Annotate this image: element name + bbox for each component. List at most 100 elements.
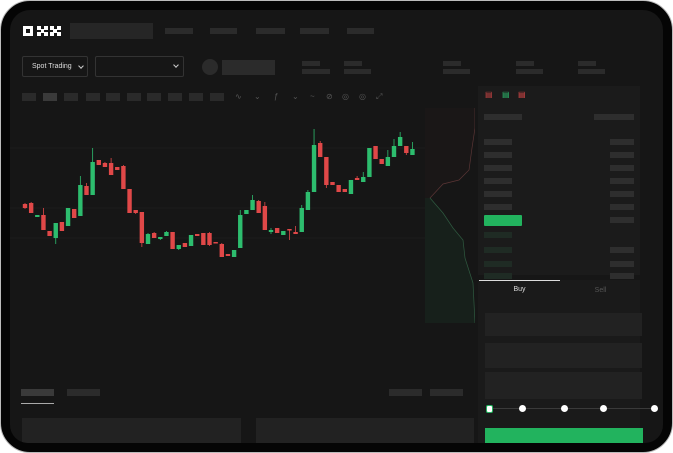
chart-type-icon[interactable]: ⌄	[254, 92, 261, 101]
nav-item[interactable]	[300, 28, 329, 34]
interval-button[interactable]	[127, 93, 141, 101]
candle	[299, 208, 304, 232]
filter-button[interactable]	[389, 389, 422, 396]
interval-button[interactable]	[43, 93, 57, 101]
interval-button[interactable]	[86, 93, 100, 101]
nav-item[interactable]	[165, 28, 193, 34]
interval-button[interactable]	[147, 93, 161, 101]
interval-button[interactable]	[168, 93, 182, 101]
slider-step[interactable]	[651, 405, 658, 412]
bid-row[interactable]	[484, 261, 512, 267]
stat-value	[578, 69, 605, 74]
bid-row-amount	[610, 261, 634, 267]
fx-icon[interactable]: ƒ	[274, 92, 279, 101]
candle	[176, 245, 181, 249]
pair-dropdown[interactable]	[95, 56, 184, 77]
ask-row[interactable]	[484, 204, 512, 210]
candle	[311, 145, 317, 192]
bid-row[interactable]	[484, 232, 512, 238]
candle	[188, 235, 194, 246]
candle	[379, 159, 384, 164]
last-price-highlight	[484, 215, 522, 226]
candle	[158, 237, 163, 239]
market-type-label: Spot Trading	[32, 63, 72, 70]
candle	[22, 204, 28, 208]
indicator-icon[interactable]: ∿	[235, 92, 242, 101]
orderbook-asks-icon[interactable]: ▤	[518, 90, 526, 99]
leverage-slider[interactable]	[489, 408, 655, 409]
candle	[59, 222, 65, 231]
interval-button[interactable]	[64, 93, 78, 101]
ask-row[interactable]	[484, 152, 512, 158]
ruler-icon[interactable]: ⊘	[326, 92, 333, 101]
candle	[102, 163, 108, 167]
chevron-down-icon	[173, 62, 179, 68]
active-tab-underline	[21, 403, 54, 404]
ask-row-amount	[610, 204, 634, 210]
slider-handle[interactable]	[486, 405, 493, 413]
orderbook-bids-icon[interactable]: ▤	[502, 90, 510, 99]
nav-item[interactable]	[210, 28, 237, 34]
candle	[318, 143, 323, 157]
stat-label	[344, 61, 362, 66]
price-input[interactable]	[485, 313, 642, 336]
total-input[interactable]	[485, 372, 642, 399]
ask-row[interactable]	[484, 139, 512, 145]
line-tool-icon[interactable]: ~	[310, 92, 315, 101]
candle	[287, 229, 292, 231]
candle	[182, 243, 188, 247]
candle	[115, 167, 120, 170]
candle	[244, 210, 249, 214]
candle	[404, 146, 409, 153]
market-type-dropdown[interactable]: Spot Trading	[22, 56, 88, 77]
candle	[96, 160, 101, 165]
slider-step[interactable]	[519, 405, 526, 412]
candle	[84, 186, 89, 195]
okx-logo[interactable]	[23, 26, 63, 36]
interval-button[interactable]	[210, 93, 224, 101]
candle	[410, 149, 415, 155]
fullscreen-icon[interactable]: ⤢	[376, 92, 383, 101]
ask-row[interactable]	[484, 165, 512, 171]
buy-tab[interactable]: Buy	[513, 286, 526, 293]
candlestick-chart[interactable]	[10, 108, 425, 363]
bid-row[interactable]	[484, 247, 512, 253]
candle	[354, 178, 360, 180]
nav-item[interactable]	[347, 28, 374, 34]
candle	[238, 215, 243, 248]
candle	[330, 182, 335, 185]
sell-tab[interactable]: Sell	[594, 287, 607, 294]
stat-value	[344, 69, 371, 74]
orderbook-both-icon[interactable]: ▤	[485, 90, 493, 99]
interval-button[interactable]	[22, 93, 36, 101]
tab-order-history[interactable]	[67, 389, 100, 396]
slider-step[interactable]	[600, 405, 607, 412]
ask-row[interactable]	[484, 178, 512, 184]
filter-button[interactable]	[430, 389, 463, 396]
camera-icon[interactable]: ◎	[342, 92, 349, 101]
candle	[250, 200, 255, 210]
candle	[201, 233, 206, 245]
buy-button[interactable]	[485, 428, 643, 443]
ask-row[interactable]	[484, 191, 512, 197]
ask-row-amount	[610, 191, 634, 197]
candle	[367, 148, 372, 177]
candle	[72, 209, 77, 218]
candle	[373, 146, 378, 159]
settings-icon[interactable]: ◎	[359, 92, 366, 101]
nav-item[interactable]	[256, 28, 285, 34]
bid-row[interactable]	[484, 273, 512, 279]
tab-open-orders[interactable]	[21, 389, 54, 396]
interval-button[interactable]	[189, 93, 203, 101]
amount-input[interactable]	[485, 343, 642, 368]
candle	[305, 192, 311, 210]
orderbook-header	[484, 114, 522, 120]
candle	[324, 157, 329, 185]
chevron-down-icon[interactable]: ⌄	[292, 92, 299, 101]
candle	[219, 244, 224, 257]
slider-step[interactable]	[561, 405, 568, 412]
assets-panel	[256, 418, 474, 443]
search-placeholder[interactable]	[70, 23, 153, 39]
candle	[281, 231, 286, 235]
interval-button[interactable]	[106, 93, 120, 101]
